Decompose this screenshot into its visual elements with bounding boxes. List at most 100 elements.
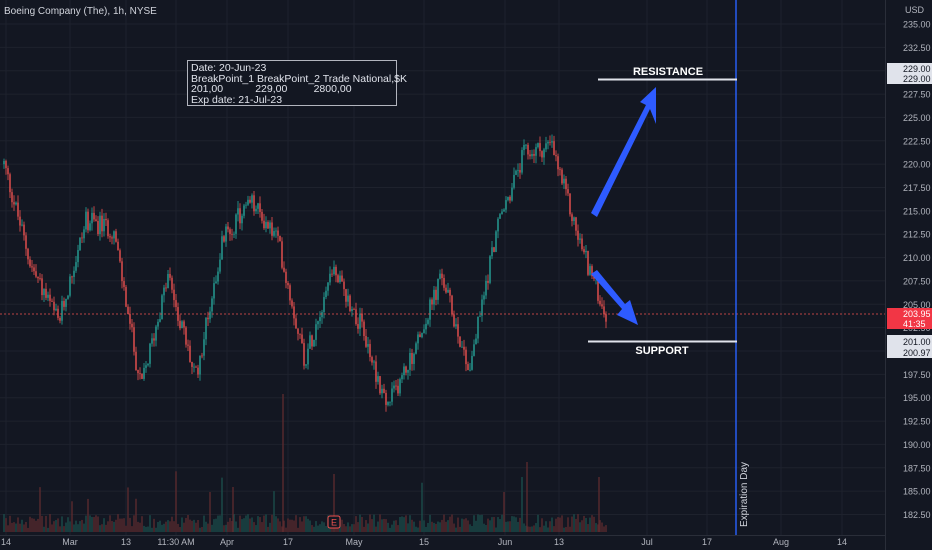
candle-body (237, 208, 239, 215)
volume-bar (167, 520, 169, 532)
volume-bar (417, 527, 419, 532)
candle-body (527, 144, 529, 155)
volume-bar (57, 518, 59, 532)
volume-bar (367, 523, 369, 532)
volume-bar (277, 518, 279, 532)
volume-bar (273, 491, 275, 532)
volume-bar (409, 515, 411, 532)
candle-body (3, 160, 5, 165)
current-price-value: 203.95 (903, 309, 931, 319)
volume-bar (421, 482, 423, 532)
candle-body (243, 205, 245, 216)
candle-body (543, 149, 545, 158)
volume-bar (161, 524, 163, 532)
volume-bar (557, 517, 559, 532)
candle-body (53, 301, 55, 311)
candle-body (399, 379, 401, 394)
volume-bar (451, 514, 453, 532)
volume-bar (369, 514, 371, 532)
candle-body (429, 299, 431, 320)
candle-body (7, 168, 9, 175)
candle-body (183, 321, 185, 328)
volume-bar (529, 526, 531, 532)
volume-bar (181, 517, 183, 532)
volume-bar (443, 514, 445, 532)
volume-bar (19, 523, 21, 532)
candle-body (11, 192, 13, 203)
volume-bar (469, 524, 471, 532)
candle-body (251, 195, 253, 203)
volume-bar (513, 516, 515, 532)
volume-bar (505, 521, 507, 532)
volume-bar (427, 522, 429, 532)
candle-body (323, 297, 325, 313)
earnings-event-marker[interactable] (327, 515, 341, 529)
volume-bar (135, 498, 137, 532)
volume-bar (349, 526, 351, 532)
candle-body (115, 231, 117, 242)
candle-body (253, 195, 255, 212)
candle-body (175, 300, 177, 308)
volume-bar (419, 520, 421, 532)
volume-bar (491, 517, 493, 532)
candle-body (225, 226, 227, 242)
volume-bar (127, 487, 129, 532)
candle-body (331, 273, 333, 275)
candle-body (159, 319, 161, 322)
candle-body (395, 385, 397, 387)
candle-body (43, 288, 45, 296)
volume-bar (598, 477, 600, 532)
volume-bar (79, 521, 81, 532)
x-tick-label: 13 (121, 537, 131, 547)
volume-bar (205, 521, 207, 532)
volume-bar (233, 514, 235, 532)
info-box[interactable] (187, 60, 397, 106)
candle-body (287, 282, 289, 286)
candle-body (335, 266, 337, 276)
volume-bar (25, 521, 27, 532)
candle-body (147, 363, 149, 366)
support-price-2: 200.97 (903, 348, 931, 358)
volume-bar (293, 520, 295, 532)
volume-bar (282, 394, 284, 532)
candle-body (329, 273, 331, 283)
candle-body (99, 215, 101, 235)
bar-countdown: 41:35 (903, 319, 926, 329)
volume-bar (457, 517, 459, 532)
volume-bar (377, 521, 379, 532)
candle-body (5, 160, 7, 169)
x-tick-label: 11:30 AM (157, 537, 194, 547)
volume-bar (567, 517, 569, 532)
candle-body (165, 287, 167, 289)
candle-body (519, 170, 521, 173)
volume-bar (437, 521, 439, 532)
candle-body (349, 295, 351, 311)
volume-bar (243, 518, 245, 532)
candle-body (33, 267, 35, 272)
candle-body (309, 335, 311, 349)
candle-body (415, 343, 417, 354)
volume-bar (385, 519, 387, 532)
volume-bar (259, 517, 261, 532)
volume-bar (255, 525, 257, 532)
volume-bar (149, 515, 151, 532)
candle-body (545, 143, 547, 150)
candle-body (93, 212, 95, 220)
candle-body (481, 299, 483, 316)
candle-body (161, 295, 163, 320)
candle-body (113, 231, 115, 239)
candle-body (569, 193, 571, 215)
volume-bar (249, 518, 251, 532)
volume-bar (265, 514, 267, 532)
volume-bar (425, 526, 427, 532)
candle-body (517, 170, 519, 171)
volume-bar (217, 515, 219, 532)
candle-body (485, 281, 487, 296)
time-axis[interactable]: 14 Mar 13 11:30 AM Apr 17 May 15 Jun 13 Jul 17 Aug 14 (1, 537, 847, 547)
support-price-tag (887, 335, 932, 358)
candle-body (305, 364, 307, 366)
candle-body (521, 150, 523, 173)
volume-bar (177, 523, 179, 532)
